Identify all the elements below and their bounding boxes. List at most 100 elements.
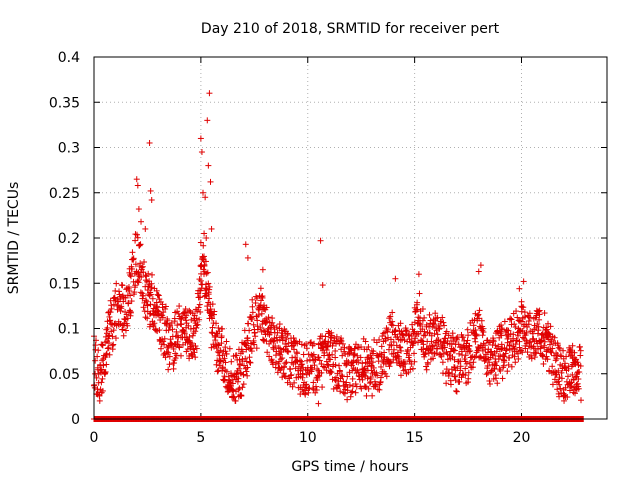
data-point (557, 386, 563, 392)
data-point (435, 331, 441, 337)
data-point (209, 226, 215, 232)
data-point (176, 303, 182, 309)
data-point (511, 321, 517, 327)
data-point (95, 347, 101, 353)
y-tick-label: 0 (71, 412, 80, 428)
data-point (562, 365, 568, 371)
data-point (122, 309, 128, 315)
data-point (213, 362, 219, 368)
data-point (465, 327, 471, 333)
data-point (516, 286, 522, 292)
data-point (500, 375, 506, 381)
data-point (480, 332, 486, 338)
y-tick-label: 0.2 (58, 231, 80, 247)
data-point (197, 302, 203, 308)
y-tick-label: 0.15 (49, 276, 80, 292)
data-point (465, 337, 471, 343)
data-point (507, 315, 513, 321)
data-point (244, 373, 250, 379)
data-point (166, 361, 172, 367)
data-point (359, 360, 365, 366)
data-point (135, 183, 141, 189)
data-point (204, 117, 210, 123)
data-point (209, 325, 215, 331)
y-tick-label: 0.05 (49, 367, 80, 383)
data-point (369, 393, 375, 399)
data-point (519, 299, 525, 305)
data-point (416, 271, 422, 277)
data-point (236, 385, 242, 391)
y-tick-label: 0.25 (49, 186, 80, 202)
data-point (376, 387, 382, 393)
data-point (251, 322, 257, 328)
data-point (198, 135, 204, 141)
data-point (149, 197, 155, 203)
data-point (206, 90, 212, 96)
data-point (149, 272, 155, 278)
chart: Day 210 of 2018, SRMTID for receiver per… (0, 0, 640, 480)
y-tick-label: 0.3 (58, 141, 80, 157)
data-point (178, 353, 184, 359)
data-point (148, 301, 154, 307)
data-point (348, 394, 354, 400)
data-point (386, 315, 392, 321)
data-point (304, 358, 310, 364)
data-point (421, 315, 427, 321)
data-point (441, 323, 447, 329)
data-point (138, 241, 144, 247)
data-point (392, 276, 398, 282)
data-point (258, 285, 264, 291)
data-point (98, 379, 104, 385)
data-point (440, 359, 446, 365)
data-point (577, 344, 583, 350)
data-point (578, 397, 584, 403)
data-point (467, 360, 473, 366)
data-point (398, 372, 404, 378)
data-point (209, 329, 215, 335)
data-point (282, 360, 288, 366)
data-point (118, 308, 124, 314)
data-point (217, 363, 223, 369)
data-point (121, 333, 127, 339)
data-point (260, 267, 266, 273)
data-point (353, 390, 359, 396)
data-point (360, 377, 366, 383)
data-point (350, 376, 356, 382)
data-point (478, 262, 484, 268)
data-point (320, 282, 326, 288)
x-tick-label: 10 (299, 430, 317, 446)
data-point (549, 363, 555, 369)
data-point (105, 345, 111, 351)
data-point (146, 292, 152, 298)
data-point (155, 292, 161, 298)
data-point (205, 163, 211, 169)
data-point (245, 321, 251, 327)
data-point (158, 346, 164, 352)
y-tick-label: 0.35 (49, 95, 80, 111)
data-point (387, 342, 393, 348)
data-point (378, 364, 384, 370)
data-point (344, 397, 350, 403)
data-point (119, 282, 125, 288)
data-point (319, 384, 325, 390)
data-point (132, 238, 138, 244)
data-point (508, 316, 514, 322)
data-point (247, 359, 253, 365)
data-point (97, 398, 103, 404)
x-tick-label: 5 (196, 430, 205, 446)
data-point (138, 219, 144, 225)
data-point (142, 226, 148, 232)
data-point (134, 176, 140, 182)
x-axis-label: GPS time / hours (291, 459, 408, 475)
data-point (287, 366, 293, 372)
data-point (363, 393, 369, 399)
data-point (318, 238, 324, 244)
data-point (110, 342, 116, 348)
data-point (103, 361, 109, 367)
data-point (223, 339, 229, 345)
data-point (136, 206, 142, 212)
data-point (205, 270, 211, 276)
data-point (453, 388, 459, 394)
data-points (91, 90, 586, 422)
y-axis-label: SRMTID / TECUs (6, 182, 22, 295)
